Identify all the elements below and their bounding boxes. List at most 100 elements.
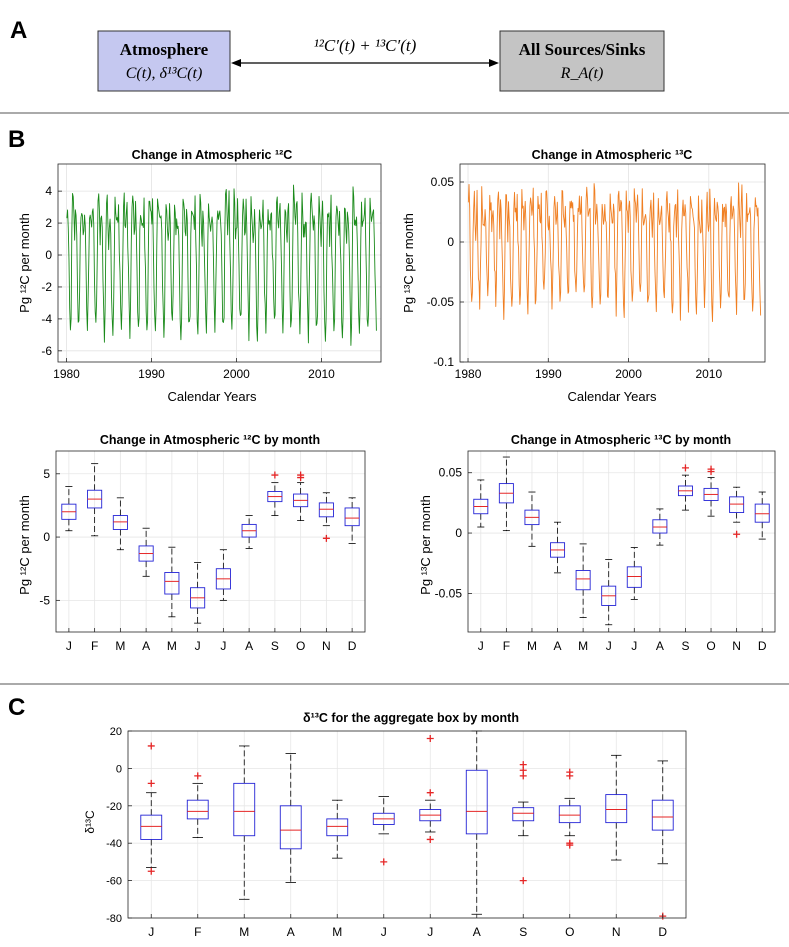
y-axis-label: Pg ¹³C per month bbox=[401, 213, 416, 313]
x-tick-label: 2000 bbox=[615, 367, 642, 381]
plot-area: J F M A M J J A S O N D -80 -60 -40 -20 0 20 bbox=[106, 726, 687, 939]
x-tick-label: S bbox=[681, 639, 689, 653]
outlier-marker bbox=[566, 772, 574, 780]
y-axis-label: Pg ¹³C per month bbox=[418, 495, 433, 595]
outlier-marker bbox=[426, 734, 434, 742]
y-tick-label: 0 bbox=[447, 235, 454, 249]
x-tick-label: 2000 bbox=[223, 367, 250, 381]
x-tick-label: D bbox=[348, 639, 357, 653]
y-tick-label: -0.05 bbox=[435, 586, 463, 600]
panel-label-c: C bbox=[8, 694, 25, 721]
box-iqr bbox=[233, 782, 256, 837]
axes-frame bbox=[127, 730, 687, 919]
outlier-marker bbox=[519, 877, 527, 885]
x-tick-label: D bbox=[758, 639, 767, 653]
x-tick-label: M bbox=[115, 639, 125, 653]
outlier-marker bbox=[194, 772, 202, 780]
box-iqr bbox=[465, 769, 488, 835]
plot-area: J F M A M J J A S O N D -5 0 5 bbox=[39, 450, 366, 653]
y-axis-label: δ¹³C bbox=[83, 810, 97, 834]
y-tick-label: 0 bbox=[45, 248, 52, 262]
box-iqr bbox=[112, 515, 128, 530]
box-iqr bbox=[605, 794, 628, 824]
x-tick-label: M bbox=[332, 925, 342, 939]
x-tick-label: 1990 bbox=[138, 367, 165, 381]
chart-c12-by-month: Change in Atmospheric ¹²C by month J F M A M… bbox=[17, 433, 366, 653]
series-line bbox=[467, 182, 762, 322]
x-tick-label: 1980 bbox=[53, 367, 80, 381]
outlier-marker bbox=[147, 779, 155, 787]
x-tick-label: F bbox=[91, 639, 98, 653]
chart-title: δ¹³C for the aggregate box by month bbox=[303, 711, 519, 725]
x-tick-label: J bbox=[381, 925, 387, 939]
x-tick-label: A bbox=[473, 925, 481, 939]
x-tick-label: D bbox=[658, 925, 667, 939]
chart-c13-by-month: Change in Atmospheric ¹³C by month J F M A M… bbox=[418, 433, 776, 653]
box-iqr bbox=[558, 805, 581, 824]
y-tick-label: -80 bbox=[106, 913, 122, 925]
box-iqr bbox=[344, 507, 360, 527]
box-iqr bbox=[651, 799, 674, 831]
y-axis-label: Pg ¹²C per month bbox=[17, 213, 32, 313]
outlier-marker bbox=[147, 742, 155, 750]
box-iqr bbox=[318, 502, 334, 518]
x-tick-label: 1990 bbox=[535, 367, 562, 381]
x-tick-label: O bbox=[706, 639, 715, 653]
outlier-marker bbox=[147, 867, 155, 875]
x-tick-label: O bbox=[565, 925, 574, 939]
box-iqr bbox=[164, 572, 180, 595]
x-tick-label: A bbox=[554, 639, 562, 653]
y-tick-label: -20 bbox=[106, 801, 122, 813]
box-iqr bbox=[326, 818, 349, 837]
x-axis-label: Calendar Years bbox=[568, 389, 657, 404]
box-iqr bbox=[729, 496, 745, 513]
series-line bbox=[66, 184, 377, 346]
box-iqr bbox=[140, 814, 163, 840]
chart-title: Change in Atmospheric ¹³C by month bbox=[511, 433, 731, 447]
x-tick-label: J bbox=[631, 639, 637, 653]
x-axis-label: Calendar Years bbox=[168, 389, 257, 404]
box-iqr bbox=[279, 805, 302, 850]
x-tick-label: J bbox=[195, 639, 201, 653]
arrow-head-left bbox=[231, 59, 241, 67]
x-tick-label: S bbox=[519, 925, 527, 939]
axes-frame bbox=[467, 450, 776, 633]
x-tick-label: 1980 bbox=[455, 367, 482, 381]
x-tick-label: J bbox=[606, 639, 612, 653]
sources-sinks-box-title: All Sources/Sinks bbox=[519, 40, 646, 59]
y-tick-label: 20 bbox=[110, 726, 122, 738]
outlier-marker bbox=[271, 471, 279, 479]
exchange-arrow-label: ¹²C′(t) + ¹³C′(t) bbox=[314, 36, 417, 55]
box-iqr bbox=[512, 807, 535, 822]
y-tick-label: 0.05 bbox=[439, 466, 463, 480]
y-tick-label: -5 bbox=[39, 593, 50, 607]
box-iqr bbox=[186, 799, 209, 820]
chart-c13-series: Change in Atmospheric ¹³C 1980 1990 2000 20… bbox=[401, 148, 766, 404]
sources-sinks-box-formula: R_A(t) bbox=[560, 65, 604, 82]
atmosphere-box-formula: C(t), δ¹³C(t) bbox=[126, 65, 203, 82]
x-tick-label: M bbox=[578, 639, 588, 653]
x-tick-label: J bbox=[427, 925, 433, 939]
y-tick-label: -0.05 bbox=[427, 295, 455, 309]
x-tick-label: N bbox=[612, 925, 621, 939]
outlier-marker bbox=[681, 464, 689, 472]
box-iqr bbox=[754, 503, 770, 523]
y-tick-label: -60 bbox=[106, 876, 122, 888]
y-tick-label: 5 bbox=[43, 467, 50, 481]
x-tick-label: N bbox=[732, 639, 741, 653]
sources-sinks-box bbox=[499, 30, 665, 92]
chart-title: Change in Atmospheric ¹³C bbox=[532, 148, 693, 162]
x-tick-label: J bbox=[478, 639, 484, 653]
atmosphere-box bbox=[97, 30, 231, 92]
outlier-marker bbox=[566, 841, 574, 849]
plot-area: 1980 1990 2000 2010 -6 -4 -2 0 2 4 bbox=[41, 163, 382, 381]
box-iqr bbox=[575, 570, 591, 591]
x-tick-label: M bbox=[239, 925, 249, 939]
panel-a-diagram: Atmosphere C(t), δ¹³C(t) All Sources/Sin… bbox=[97, 30, 665, 92]
outlier-marker bbox=[426, 835, 434, 843]
y-tick-label: 0 bbox=[43, 530, 50, 544]
chart-c12-series: Change in Atmospheric ¹²C 1980 1990 2000 20… bbox=[17, 148, 382, 404]
x-tick-label: M bbox=[527, 639, 537, 653]
outlier-marker bbox=[707, 465, 715, 473]
